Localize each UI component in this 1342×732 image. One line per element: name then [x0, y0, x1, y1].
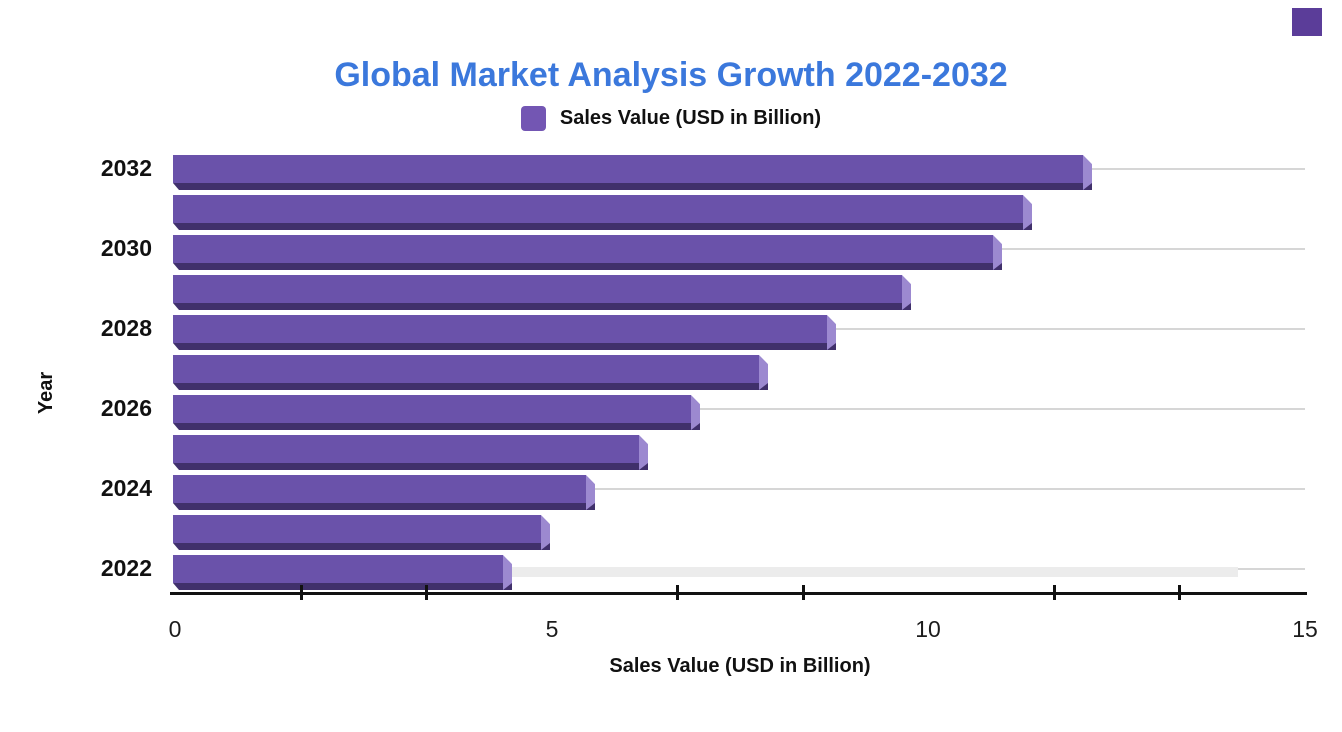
bar-2028: [173, 315, 836, 350]
bar-shadow: [173, 343, 836, 350]
bar-bevel: [639, 435, 648, 470]
x-axis-line: [170, 592, 1307, 595]
bar-bevel: [691, 395, 700, 430]
decorative-corner-square: [1292, 8, 1322, 36]
y-label-2030: 2030: [100, 235, 152, 261]
bar-2024: [173, 475, 595, 510]
x-minor-tick: [676, 585, 679, 600]
y-label-2022: 2022: [100, 555, 152, 581]
bar-shadow: [173, 183, 1092, 190]
bar-shadow: [173, 583, 512, 590]
bar-face: [173, 475, 586, 503]
bar-2026: [173, 395, 700, 430]
bar-bevel: [503, 555, 512, 590]
bar-shadow: [173, 503, 595, 510]
bar-face: [173, 435, 639, 463]
x-minor-tick: [1053, 585, 1056, 600]
x-tick-label-10: 10: [915, 616, 941, 642]
x-axis-title: Sales Value (USD in Billion): [609, 655, 871, 677]
bar-bevel: [827, 315, 836, 350]
bar-bevel: [902, 275, 911, 310]
gridline-2026: [175, 408, 1305, 410]
bar-bevel: [1083, 155, 1092, 190]
bar-2022: [173, 555, 512, 590]
bar-shadow: [173, 383, 768, 390]
legend-label: Sales Value (USD in Billion): [559, 106, 822, 129]
bar-2029: [173, 275, 911, 310]
y-axis-title: Year: [34, 371, 57, 415]
bar-shadow: [173, 423, 700, 430]
x-tick-label-0: 0: [168, 616, 182, 642]
x-minor-tick: [802, 585, 805, 600]
x-tick-label-5: 5: [545, 616, 559, 642]
bar-2023: [173, 515, 550, 550]
bar-shadow: [173, 303, 911, 310]
bar-bevel: [1023, 195, 1032, 230]
bar-shadow: [173, 463, 648, 470]
bar-face: [173, 315, 827, 343]
x-tick-label-15: 15: [1292, 616, 1318, 642]
bar-bevel: [759, 355, 768, 390]
bar-2032: [173, 155, 1092, 190]
legend: Sales Value (USD in Billion): [0, 104, 1342, 132]
chart-title: Global Market Analysis Growth 2022-2032: [334, 56, 1008, 94]
bar-face: [173, 195, 1023, 223]
gridline-2024: [175, 488, 1305, 490]
bar-shadow: [173, 223, 1032, 230]
bar-face: [173, 235, 993, 263]
bar-bevel: [541, 515, 550, 550]
bar-2025: [173, 435, 648, 470]
y-label-2024: 2024: [100, 475, 152, 501]
bar-face: [173, 515, 541, 543]
y-label-2032: 2032: [100, 155, 152, 181]
bar-face: [173, 155, 1083, 183]
bar-shadow: [173, 543, 550, 550]
bar-bevel: [993, 235, 1002, 270]
bar-face: [173, 275, 902, 303]
bar-2030: [173, 235, 1002, 270]
bar-2031: [173, 195, 1032, 230]
legend-swatch-icon: [520, 105, 546, 131]
x-minor-tick: [300, 585, 303, 600]
bar-bevel: [586, 475, 595, 510]
baseline-floor-band: [500, 567, 1238, 577]
x-minor-tick: [1178, 585, 1181, 600]
bar-face: [173, 555, 503, 583]
bar-face: [173, 355, 759, 383]
y-label-2028: 2028: [100, 315, 152, 341]
bar-face: [173, 395, 691, 423]
bar-2027: [173, 355, 768, 390]
y-label-2026: 2026: [100, 395, 152, 421]
bar-shadow: [173, 263, 1002, 270]
x-minor-tick: [425, 585, 428, 600]
